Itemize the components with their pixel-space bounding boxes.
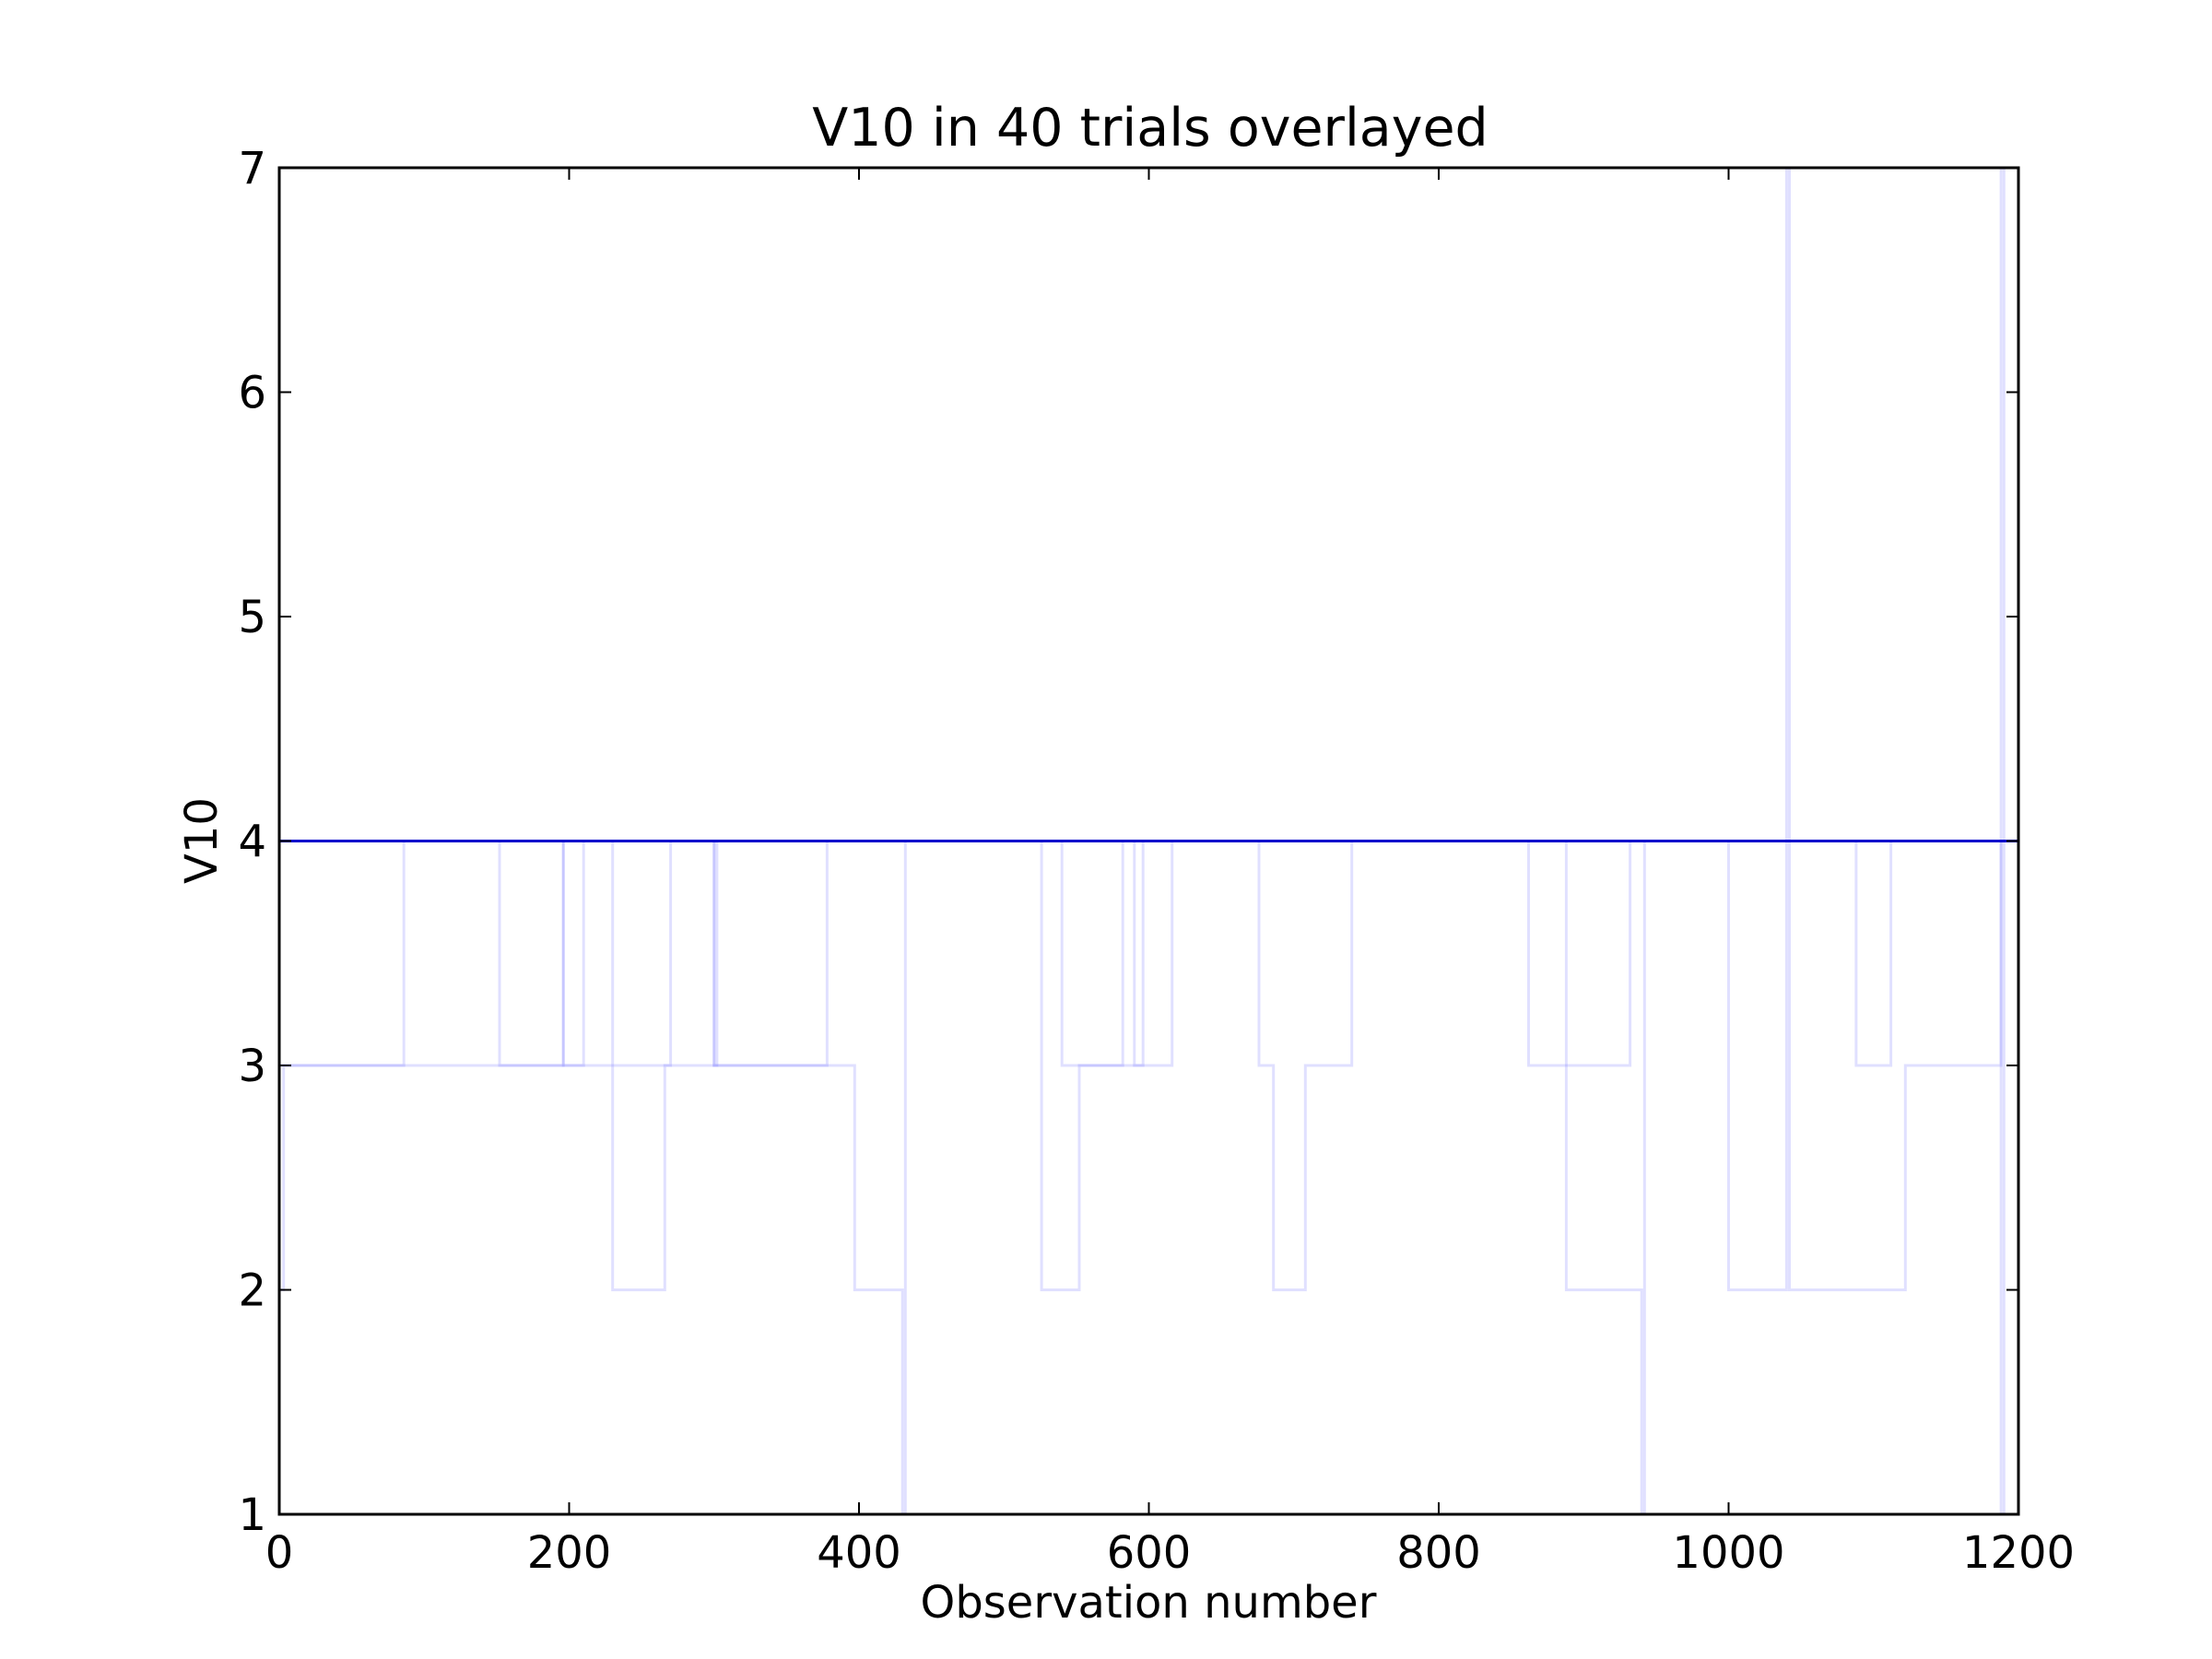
y-tick-label: 3 (238, 1041, 266, 1092)
y-tick-label: 5 (238, 592, 266, 643)
y-tick-label: 4 (238, 817, 266, 868)
trial-series-line-5 (279, 840, 2018, 1291)
x-tick-label: 800 (1396, 1527, 1481, 1579)
x-tick-label: 1000 (1672, 1527, 1784, 1579)
y-axis-ticks: 1 2 3 4 5 6 7 (238, 143, 2018, 1541)
x-tick-label: 600 (1107, 1527, 1192, 1579)
trial-series-line-6 (279, 840, 2018, 1516)
x-tick-label: 200 (527, 1527, 612, 1579)
trial-series-line-12 (279, 840, 2018, 1516)
trial-series-line-10 (279, 840, 2018, 1291)
x-tick-label: 1200 (1962, 1527, 2075, 1579)
y-tick-label: 6 (238, 368, 266, 419)
x-tick-label: 400 (817, 1527, 901, 1579)
x-tick-label: 0 (265, 1527, 294, 1579)
y-tick-label: 2 (238, 1265, 266, 1317)
chart-title: V10 in 40 trials overlayed (812, 98, 1488, 159)
trial-series-line-8 (279, 840, 2018, 1291)
x-axis-ticks: 0 200 400 600 800 1000 1200 (265, 168, 2075, 1579)
y-tick-label: 1 (238, 1489, 266, 1541)
y-axis-label: V10 (176, 797, 228, 884)
x-axis-label: Observation number (921, 1577, 1377, 1629)
y-tick-label: 7 (238, 143, 266, 194)
